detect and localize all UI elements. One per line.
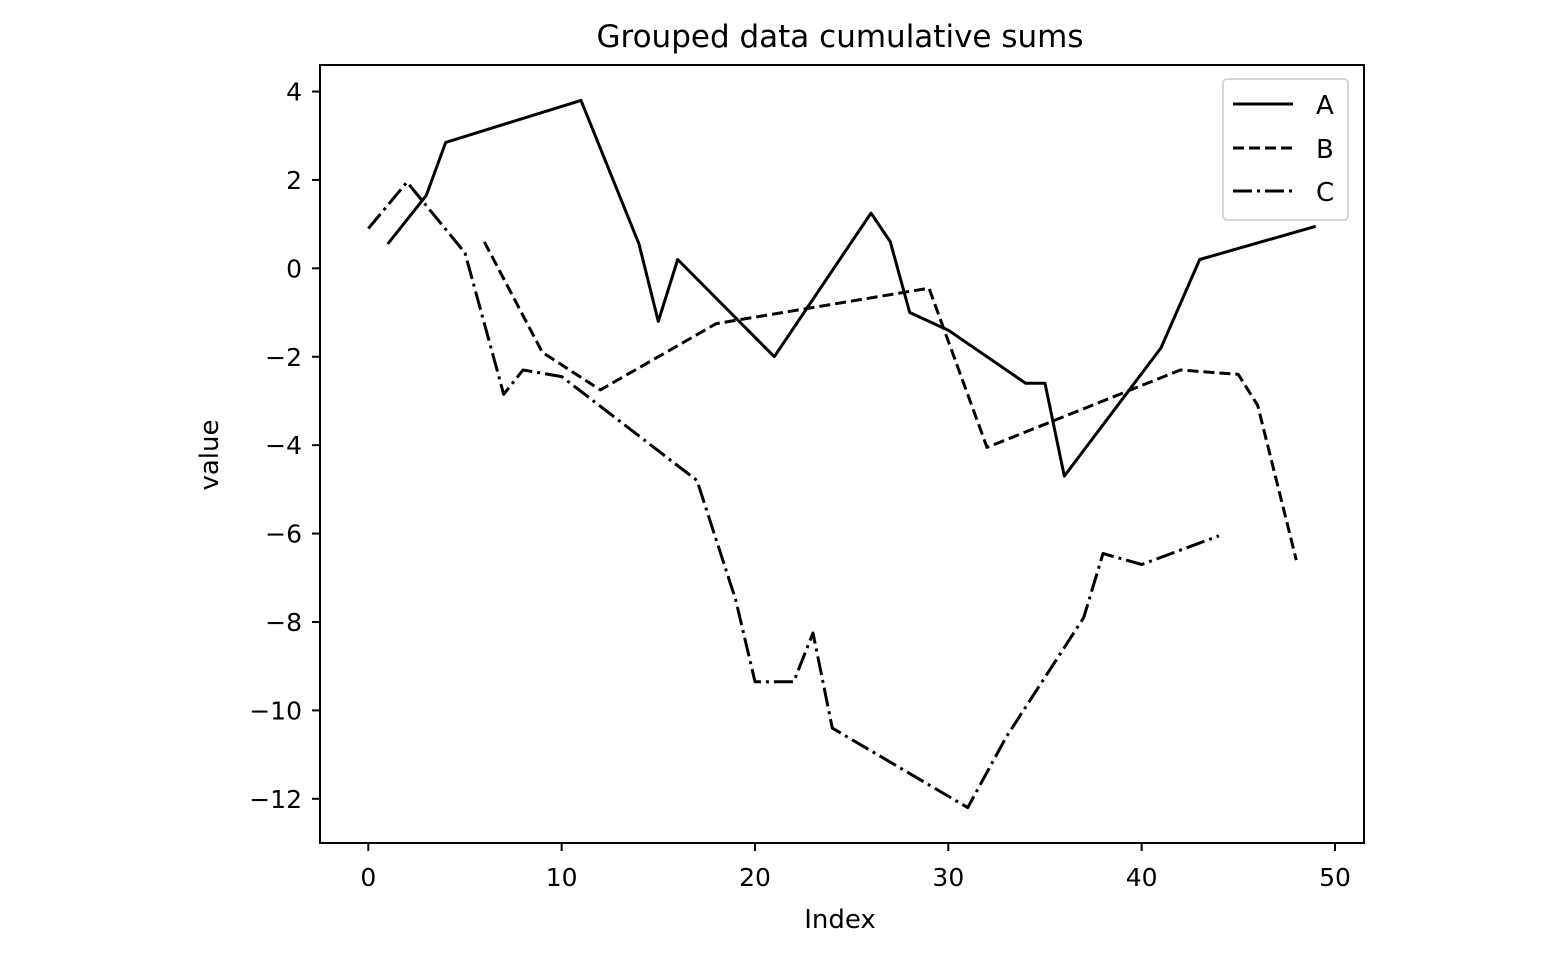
- x-tick-label: 0: [360, 863, 376, 892]
- legend: A B C: [1222, 78, 1349, 221]
- y-tick-label: −8: [265, 608, 302, 637]
- y-tick-label: 0: [286, 254, 302, 283]
- series-line-b: [482, 241, 1298, 561]
- y-tick-label: 4: [286, 78, 302, 107]
- series-line-a: [386, 98, 1317, 478]
- legend-label-c: C: [1316, 178, 1334, 208]
- x-tick-label: 50: [1319, 863, 1351, 892]
- series-line-c: [367, 180, 1220, 810]
- x-tick-label: 30: [932, 863, 964, 892]
- y-axis: 4 2 0 −2 −4 −6 −8 −10 −12: [249, 78, 320, 814]
- x-tick-label: 40: [1126, 863, 1158, 892]
- y-tick-label: −12: [249, 785, 302, 814]
- series-layer: [367, 98, 1317, 810]
- y-tick-label: −4: [265, 431, 302, 460]
- y-tick-label: −2: [265, 343, 302, 372]
- y-tick-label: −10: [249, 696, 302, 725]
- y-axis-label: value: [195, 419, 225, 490]
- x-axis-label: Index: [804, 905, 876, 935]
- x-tick-label: 10: [546, 863, 578, 892]
- chart-title: Grouped data cumulative sums: [597, 19, 1084, 55]
- legend-label-b: B: [1316, 135, 1334, 165]
- y-tick-label: 2: [286, 166, 302, 195]
- legend-label-a: A: [1316, 91, 1334, 121]
- x-tick-label: 20: [739, 863, 771, 892]
- plot-area: [319, 64, 1365, 844]
- y-tick-label: −6: [265, 520, 302, 549]
- x-axis: 0 10 20 30 40 50: [360, 843, 1351, 892]
